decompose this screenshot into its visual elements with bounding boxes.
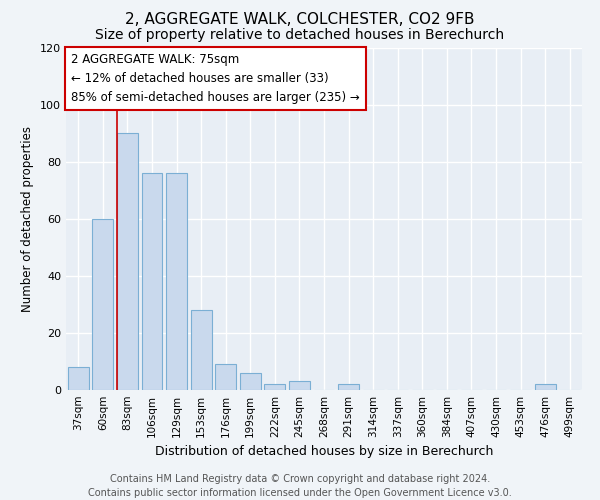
Bar [338,384,359,390]
Bar [191,310,212,390]
Bar [215,364,236,390]
Bar [166,173,187,390]
Text: Size of property relative to detached houses in Berechurch: Size of property relative to detached ho… [95,28,505,42]
Bar [265,384,286,390]
Bar [289,382,310,390]
Bar [117,133,138,390]
Text: 2, AGGREGATE WALK, COLCHESTER, CO2 9FB: 2, AGGREGATE WALK, COLCHESTER, CO2 9FB [125,12,475,28]
X-axis label: Distribution of detached houses by size in Berechurch: Distribution of detached houses by size … [155,446,493,458]
Bar [240,373,261,390]
Bar [68,367,89,390]
Bar [535,384,556,390]
Text: 2 AGGREGATE WALK: 75sqm
← 12% of detached houses are smaller (33)
85% of semi-de: 2 AGGREGATE WALK: 75sqm ← 12% of detache… [71,52,360,104]
Y-axis label: Number of detached properties: Number of detached properties [22,126,34,312]
Text: Contains HM Land Registry data © Crown copyright and database right 2024.
Contai: Contains HM Land Registry data © Crown c… [88,474,512,498]
Bar [92,219,113,390]
Bar [142,173,163,390]
